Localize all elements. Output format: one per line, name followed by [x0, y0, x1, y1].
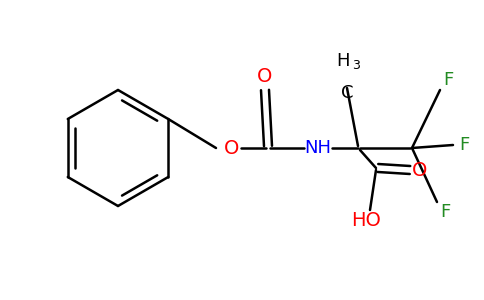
Text: O: O — [257, 67, 272, 85]
Text: F: F — [440, 203, 450, 221]
Text: H: H — [336, 52, 350, 70]
Text: C: C — [341, 84, 353, 102]
Text: O: O — [412, 160, 428, 179]
Text: F: F — [443, 71, 453, 89]
Text: O: O — [224, 139, 240, 158]
Text: HO: HO — [351, 211, 381, 230]
Text: F: F — [459, 136, 469, 154]
Text: NH: NH — [304, 139, 332, 157]
Text: 3: 3 — [352, 59, 360, 72]
